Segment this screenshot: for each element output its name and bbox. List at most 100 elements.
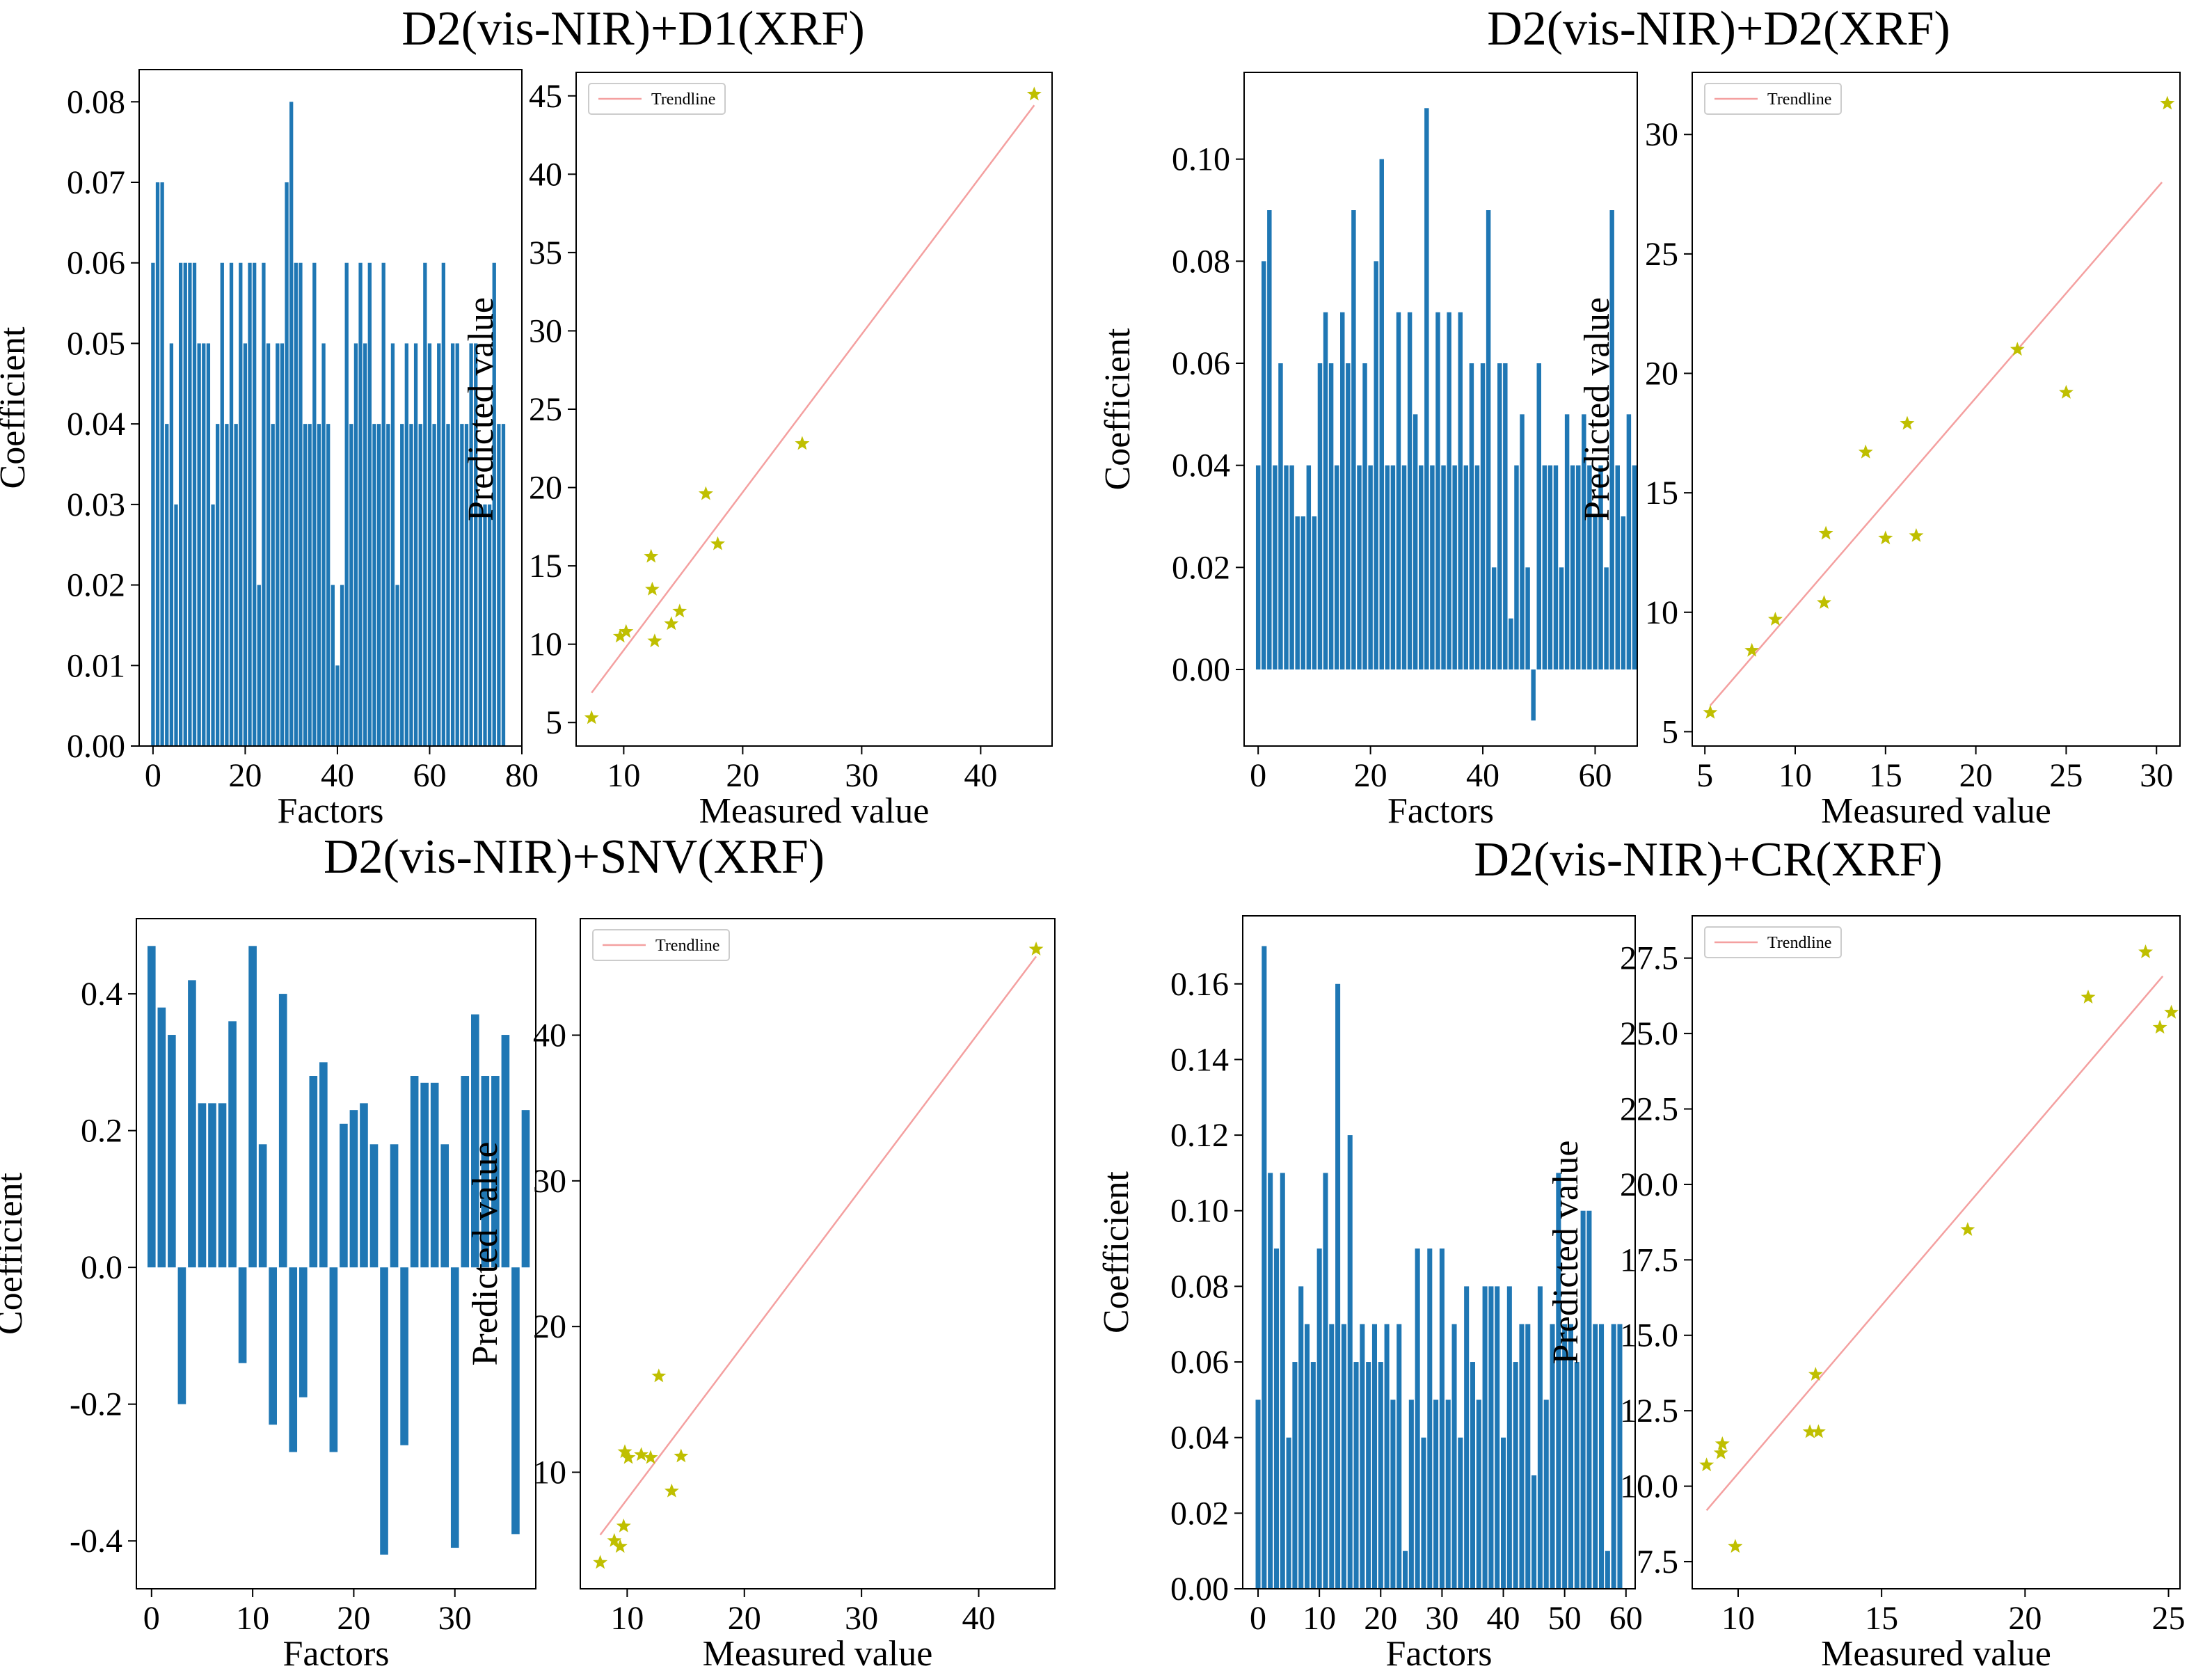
- trendline: [1705, 975, 2164, 1512]
- coefficient-bar: [1599, 1324, 1605, 1589]
- coefficient-bar: [1328, 363, 1334, 669]
- data-point-star: [647, 633, 662, 648]
- coefficient-bar: [289, 1267, 298, 1452]
- y-axis-label: Predicted value: [466, 1142, 505, 1366]
- coefficient-bar: [501, 1035, 510, 1268]
- coefficient-bar: [289, 102, 294, 747]
- coefficient-bar: [1474, 465, 1480, 669]
- y-tick-label: 5: [546, 704, 562, 741]
- coefficient-bar: [464, 424, 469, 746]
- y-tick-label: 0.00: [67, 728, 125, 765]
- coefficient-bar: [381, 262, 385, 746]
- coefficient-bar: [1273, 465, 1278, 669]
- y-tick-label: 0.2: [81, 1113, 122, 1150]
- coefficient-bar: [353, 343, 358, 746]
- trendline: [591, 104, 1035, 694]
- y-axis-label: Coefficient: [1098, 328, 1138, 491]
- coefficient-bar: [481, 1076, 490, 1268]
- coefficient-bar: [188, 262, 192, 746]
- coefficient-bar: [487, 504, 492, 746]
- coefficient-bar: [294, 262, 298, 746]
- coefficient-bar: [1615, 465, 1620, 669]
- coefficient-bar: [1396, 312, 1401, 670]
- coefficient-bar: [1605, 1551, 1610, 1589]
- coefficient-bar: [234, 424, 238, 746]
- plot-frame: [1242, 915, 1636, 1589]
- coefficient-bar: [1609, 210, 1614, 669]
- coefficient-bar: [228, 1021, 237, 1268]
- y-axis-label: Coefficient: [1097, 1171, 1136, 1333]
- data-point-star: [795, 436, 810, 450]
- coefficient-bar: [1451, 1324, 1457, 1589]
- y-tick-label: 15.0: [1620, 1317, 1678, 1354]
- coefficient-bar: [202, 343, 206, 746]
- x-tick-label: 40: [964, 757, 997, 794]
- coefficient-bar: [1626, 414, 1632, 669]
- coefficient-bar: [390, 343, 395, 746]
- data-point-star: [672, 603, 687, 618]
- data-point-star: [1858, 444, 1873, 459]
- coefficient-bar: [1621, 516, 1626, 669]
- legend-box: [592, 929, 730, 961]
- coefficient-bar: [1341, 1324, 1346, 1589]
- y-tick-label: 10: [1645, 594, 1678, 631]
- data-point-star: [2010, 342, 2025, 356]
- coefficient-bar: [1312, 516, 1317, 669]
- coefficient-bar: [1587, 465, 1592, 669]
- coefficient-bar: [1385, 465, 1390, 669]
- coefficient-bar: [469, 343, 473, 746]
- coefficient-bar: [280, 343, 285, 746]
- coefficient-bar: [446, 424, 450, 746]
- x-tick-label: 10: [610, 1600, 644, 1637]
- coefficient-bar: [206, 343, 211, 746]
- coefficient-bar: [1576, 465, 1581, 669]
- coefficient-bar: [497, 424, 501, 746]
- coefficient-bar: [404, 343, 408, 746]
- coefficient-bar: [271, 424, 275, 746]
- plot-frame: [575, 72, 1053, 747]
- coefficient-bar: [1292, 1362, 1298, 1589]
- coefficient-bar: [437, 343, 441, 746]
- coefficient-bar: [1531, 669, 1536, 721]
- x-tick-label: 20: [1959, 757, 1993, 794]
- data-point-star: [698, 486, 713, 500]
- coefficient-bar: [1323, 1173, 1328, 1589]
- data-point-star: [1802, 1424, 1817, 1438]
- legend-box: [1704, 83, 1842, 115]
- coefficient-bar: [1531, 1475, 1537, 1589]
- coefficient-bar: [450, 1267, 459, 1548]
- y-tick-label: 0.06: [1172, 345, 1230, 382]
- coefficient-bar: [1419, 465, 1424, 669]
- coefficient-bar: [183, 262, 187, 746]
- x-axis-label: Factors: [1385, 1634, 1492, 1673]
- coefficient-bar: [1470, 1362, 1475, 1589]
- coefficient-bar: [1397, 1324, 1402, 1589]
- coefficient-bar: [1284, 465, 1289, 669]
- coefficient-bar: [1346, 363, 1351, 669]
- x-tick-label: 10: [607, 757, 640, 794]
- coefficient-bar: [390, 1144, 399, 1268]
- coefficient-bar: [1371, 1324, 1377, 1589]
- coefficient-bar: [501, 424, 506, 746]
- panel-title-snv: D2(vis-NIR)+SNV(XRF): [323, 830, 825, 884]
- x-tick-label: 20: [726, 757, 759, 794]
- coefficient-bar: [1286, 1437, 1291, 1589]
- coefficient-bar: [1298, 1286, 1304, 1589]
- y-tick-label: 0.08: [1172, 243, 1230, 280]
- x-tick-label: 40: [321, 757, 354, 794]
- coefficient-bar: [1421, 1437, 1426, 1589]
- y-tick-label: 35: [529, 235, 562, 271]
- x-tick-label: 20: [337, 1600, 370, 1637]
- y-tick-label: 25.0: [1620, 1015, 1678, 1052]
- coefficient-bar: [1582, 414, 1586, 669]
- coefficient-bar: [1353, 1362, 1359, 1589]
- data-point-star: [2138, 944, 2153, 958]
- y-tick-label: 27.5: [1620, 940, 1678, 977]
- coefficient-bar: [1306, 465, 1312, 669]
- plot-frame: [1692, 72, 2181, 747]
- coefficient-bar: [418, 424, 422, 746]
- data-point-star: [634, 1447, 649, 1461]
- plot-frame: [136, 918, 536, 1589]
- coefficient-bar: [1268, 1173, 1273, 1589]
- coefficient-bar: [276, 343, 280, 746]
